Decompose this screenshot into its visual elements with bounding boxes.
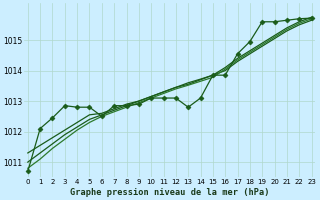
- X-axis label: Graphe pression niveau de la mer (hPa): Graphe pression niveau de la mer (hPa): [70, 188, 269, 197]
